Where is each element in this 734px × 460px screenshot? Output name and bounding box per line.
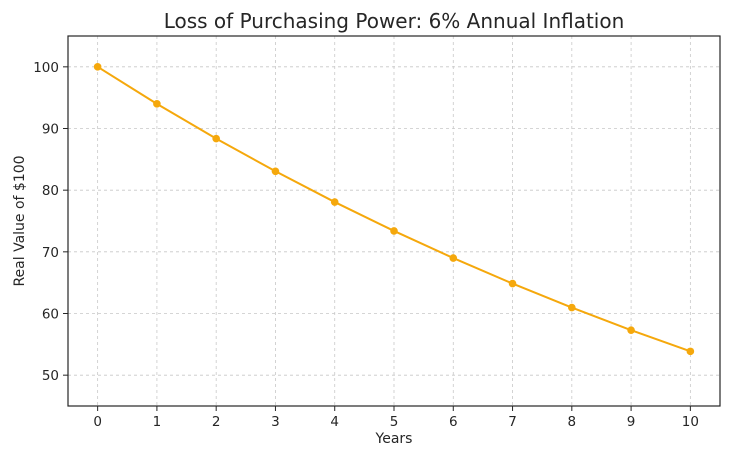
y-tick-label: 100 — [33, 60, 59, 76]
x-tick-label: 2 — [212, 414, 221, 430]
data-point — [627, 326, 635, 334]
x-tick-label: 0 — [93, 414, 102, 430]
data-point — [568, 303, 576, 312]
y-tick-label: 50 — [42, 368, 59, 384]
y-tick-label: 70 — [42, 245, 59, 261]
x-axis-label: Years — [375, 431, 413, 447]
x-tick-label: 7 — [508, 414, 517, 430]
x-tick-label: 4 — [330, 414, 339, 430]
data-point — [212, 134, 220, 143]
x-tick-label: 3 — [271, 414, 280, 430]
series-layer — [93, 63, 695, 356]
data-point — [153, 100, 161, 108]
x-tick-label: 6 — [449, 414, 458, 430]
grid-lines — [68, 36, 720, 406]
x-tick-label: 5 — [390, 414, 399, 430]
data-point — [449, 254, 458, 262]
data-point — [330, 198, 339, 206]
x-tick-label: 9 — [627, 414, 636, 430]
x-tick-label: 10 — [682, 414, 699, 430]
data-point — [93, 63, 102, 71]
y-axis: 50 60 70 80 90 100 — [33, 60, 68, 384]
y-tick-label: 80 — [42, 183, 59, 199]
data-point — [390, 227, 398, 235]
x-tick-label: 1 — [153, 414, 162, 430]
x-tick-label: 8 — [568, 414, 577, 430]
x-axis: 0 1 2 3 4 5 6 7 8 9 10 — [93, 406, 699, 430]
y-tick-label: 90 — [42, 122, 59, 138]
data-point — [686, 347, 695, 356]
y-tick-label: 60 — [42, 307, 59, 323]
data-point — [508, 279, 517, 288]
chart-title: Loss of Purchasing Power: 6% Annual Infl… — [164, 9, 625, 33]
data-point — [271, 167, 280, 176]
y-axis-label: Real Value of $100 — [12, 155, 28, 286]
